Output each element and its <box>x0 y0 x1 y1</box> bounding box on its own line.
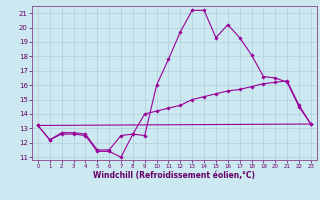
X-axis label: Windchill (Refroidissement éolien,°C): Windchill (Refroidissement éolien,°C) <box>93 171 255 180</box>
